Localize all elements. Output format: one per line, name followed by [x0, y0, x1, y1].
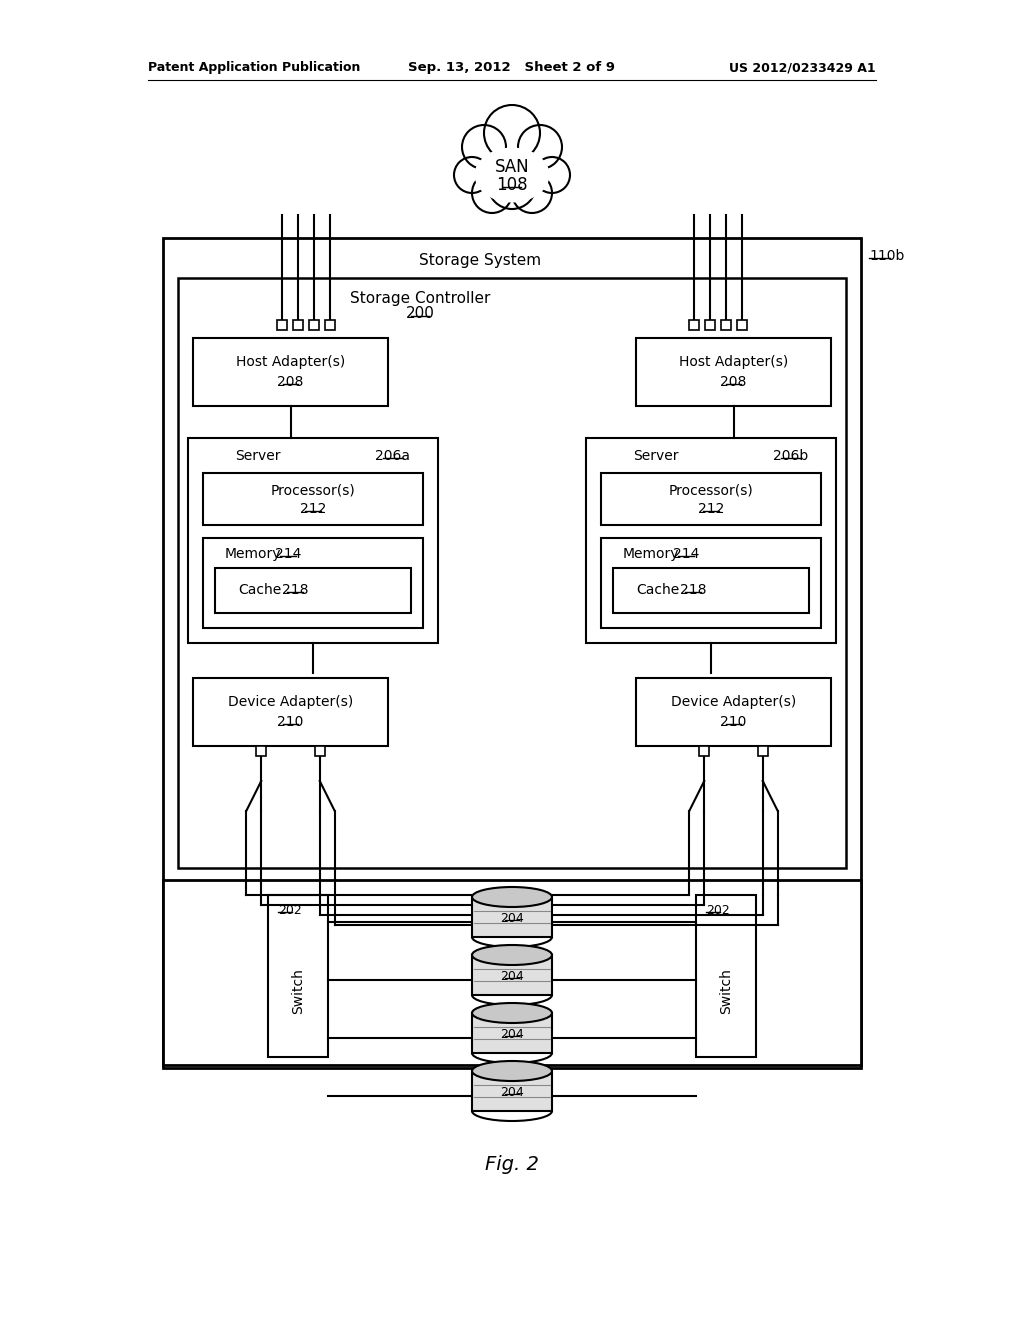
Text: 210: 210 — [720, 715, 746, 729]
Circle shape — [462, 125, 506, 169]
Text: Cache: Cache — [636, 583, 680, 597]
Bar — [325, 319, 335, 330]
Bar — [193, 678, 388, 746]
Bar — [636, 678, 831, 746]
Text: 202: 202 — [706, 904, 730, 917]
Bar — [278, 319, 287, 330]
Circle shape — [534, 157, 570, 193]
Circle shape — [454, 157, 490, 193]
Bar — [601, 473, 821, 525]
Text: Device Adapter(s): Device Adapter(s) — [228, 696, 353, 709]
Bar — [293, 319, 303, 330]
Bar — [314, 746, 325, 756]
Bar — [705, 319, 715, 330]
Bar — [613, 568, 809, 612]
Text: Memory: Memory — [224, 546, 282, 561]
Text: Storage Controller: Storage Controller — [350, 290, 490, 305]
Text: Switch: Switch — [719, 968, 733, 1014]
Text: Memory: Memory — [623, 546, 679, 561]
Text: 218: 218 — [680, 583, 707, 597]
Text: Device Adapter(s): Device Adapter(s) — [671, 696, 796, 709]
Text: Fig. 2: Fig. 2 — [485, 1155, 539, 1175]
Text: US 2012/0233429 A1: US 2012/0233429 A1 — [729, 62, 876, 74]
Circle shape — [518, 125, 562, 169]
Text: 204: 204 — [500, 970, 524, 983]
Bar — [163, 238, 861, 1068]
Text: 214: 214 — [673, 546, 699, 561]
Text: Processor(s): Processor(s) — [270, 484, 355, 498]
Ellipse shape — [472, 1003, 552, 1023]
Text: 208: 208 — [278, 375, 304, 389]
Bar — [601, 539, 821, 628]
Bar — [178, 279, 846, 869]
Bar — [188, 438, 438, 643]
Text: 202: 202 — [278, 904, 302, 917]
Text: 206b: 206b — [773, 449, 809, 463]
Text: 206a: 206a — [376, 449, 411, 463]
Bar — [309, 319, 319, 330]
Bar — [721, 319, 731, 330]
Ellipse shape — [472, 1061, 552, 1081]
Bar — [696, 895, 756, 1057]
Bar — [203, 473, 423, 525]
Ellipse shape — [472, 945, 552, 965]
Text: 204: 204 — [500, 1086, 524, 1100]
Text: 110b: 110b — [869, 249, 904, 263]
Bar — [636, 338, 831, 407]
Text: 210: 210 — [278, 715, 304, 729]
Bar — [256, 746, 266, 756]
Ellipse shape — [474, 148, 550, 202]
Bar — [215, 568, 411, 612]
Text: Server: Server — [633, 449, 679, 463]
Text: Switch: Switch — [291, 968, 305, 1014]
Text: 212: 212 — [697, 502, 724, 516]
Text: 200: 200 — [406, 306, 434, 322]
Text: 204: 204 — [500, 1028, 524, 1041]
Bar — [268, 895, 328, 1057]
Text: 218: 218 — [282, 583, 308, 597]
Text: Cache: Cache — [239, 583, 282, 597]
Bar — [193, 338, 388, 407]
Bar — [163, 880, 861, 1065]
Bar — [203, 539, 423, 628]
Bar — [472, 1071, 552, 1111]
Bar — [472, 898, 552, 937]
Text: 204: 204 — [500, 912, 524, 925]
Text: Sep. 13, 2012   Sheet 2 of 9: Sep. 13, 2012 Sheet 2 of 9 — [409, 62, 615, 74]
Text: 108: 108 — [497, 176, 527, 194]
Text: Processor(s): Processor(s) — [669, 484, 754, 498]
Text: Host Adapter(s): Host Adapter(s) — [236, 355, 345, 370]
Text: SAN: SAN — [495, 158, 529, 176]
Text: 212: 212 — [300, 502, 327, 516]
Circle shape — [512, 173, 552, 213]
Bar — [699, 746, 710, 756]
Bar — [758, 746, 768, 756]
Ellipse shape — [472, 887, 552, 907]
Text: Host Adapter(s): Host Adapter(s) — [679, 355, 788, 370]
Circle shape — [484, 106, 540, 161]
Bar — [472, 954, 552, 995]
Circle shape — [472, 173, 512, 213]
Bar — [472, 1012, 552, 1053]
Bar — [737, 319, 746, 330]
Bar — [689, 319, 699, 330]
Text: Storage System: Storage System — [419, 252, 541, 268]
Text: Server: Server — [236, 449, 281, 463]
Text: 208: 208 — [720, 375, 746, 389]
Circle shape — [488, 161, 536, 209]
Text: 214: 214 — [274, 546, 301, 561]
Text: Patent Application Publication: Patent Application Publication — [148, 62, 360, 74]
Bar — [586, 438, 836, 643]
